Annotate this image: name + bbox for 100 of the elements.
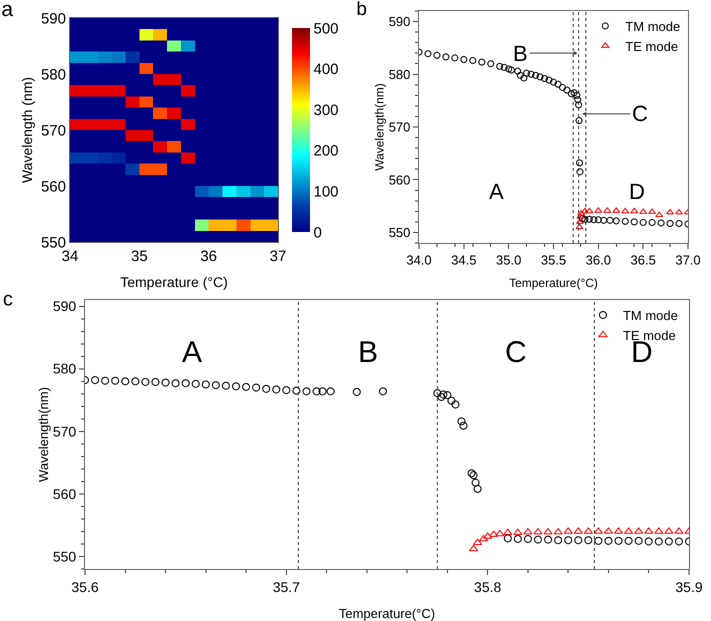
point: [474, 484, 482, 493]
point: [574, 527, 583, 534]
point: [578, 215, 586, 222]
point: [624, 527, 634, 534]
color-bar-label: 200: [314, 142, 339, 160]
annotation: B: [358, 336, 378, 369]
point: [604, 527, 614, 534]
point: [621, 208, 630, 214]
point: [212, 381, 220, 390]
point: [433, 52, 440, 59]
point: [514, 534, 522, 543]
point: [468, 469, 476, 478]
point: [600, 216, 608, 224]
point: [594, 207, 602, 213]
point: [573, 92, 580, 99]
point: [478, 58, 486, 66]
point: [584, 527, 593, 534]
y-tick-label: 560: [40, 178, 66, 196]
annotation: C: [632, 101, 648, 126]
legend-label: TE mode: [625, 38, 678, 54]
y-tick-label: 550: [52, 548, 76, 564]
point: [614, 536, 623, 545]
y-tick-label: 570: [40, 122, 66, 140]
point: [433, 389, 442, 398]
point: [664, 527, 674, 534]
point: [581, 216, 588, 223]
annotation: A: [489, 179, 504, 204]
point: [575, 101, 582, 108]
y-tick-label: 580: [40, 66, 66, 84]
x-tick-label: 35.6: [71, 578, 99, 595]
y-tick-label: 590: [52, 298, 76, 314]
point: [666, 220, 674, 227]
x-tick-label: 35.9: [675, 578, 703, 595]
point: [658, 219, 665, 226]
point: [622, 218, 629, 225]
point: [101, 376, 110, 385]
y-tick-label: 560: [388, 172, 410, 188]
color-bar-label: 500: [314, 20, 339, 38]
point: [451, 54, 458, 62]
point: [576, 117, 583, 124]
point: [318, 387, 327, 396]
point: [674, 537, 683, 546]
y-tick-label: 570: [388, 120, 410, 135]
annotation: B: [513, 41, 528, 66]
point: [182, 379, 190, 388]
point: [141, 378, 150, 386]
x-tick-label: 35.8: [474, 578, 502, 595]
point: [674, 527, 684, 534]
point: [121, 377, 130, 386]
point: [576, 159, 583, 166]
point: [252, 384, 260, 392]
point: [352, 388, 361, 396]
x-axis-title: Temperature (°C): [120, 274, 228, 290]
point: [487, 60, 494, 68]
point: [675, 208, 683, 214]
point: [523, 70, 530, 77]
point: [604, 536, 612, 545]
point: [624, 536, 633, 545]
point: [520, 74, 528, 82]
point: [630, 208, 638, 214]
point: [516, 72, 524, 79]
point: [536, 73, 544, 80]
point: [666, 208, 674, 214]
y-axis-title: Wavelength(nm): [372, 83, 387, 171]
color-bar-label: 100: [314, 183, 339, 200]
point: [534, 536, 542, 544]
point: [457, 417, 466, 426]
chart-title: b: [356, 0, 367, 20]
point: [532, 72, 540, 79]
point: [576, 213, 584, 219]
point: [614, 527, 624, 534]
legend-label: TM mode: [622, 308, 678, 324]
point: [640, 218, 647, 226]
point: [483, 532, 492, 539]
point: [655, 212, 664, 218]
x-tick-label: 37.0: [675, 252, 701, 268]
point: [594, 536, 602, 545]
color-bar-label: 400: [314, 61, 339, 78]
point: [630, 218, 638, 226]
point: [272, 385, 280, 394]
point: [424, 50, 432, 58]
y-tick-label: 570: [52, 423, 76, 440]
point: [603, 207, 612, 213]
x-tick-label: 35: [130, 248, 148, 265]
point: [460, 56, 468, 64]
x-axis-title: Temperature(°C): [338, 606, 436, 621]
point: [528, 70, 535, 78]
point: [479, 534, 488, 542]
chart-title: a: [1, 0, 14, 22]
legend-label: TM mode: [625, 19, 680, 34]
x-tick-label: 35.7: [272, 578, 300, 595]
point: [524, 534, 532, 543]
point: [131, 377, 140, 386]
color-bar-label: 0: [314, 224, 322, 242]
point: [584, 536, 592, 544]
point: [585, 208, 594, 214]
point: [504, 534, 512, 542]
point: [580, 208, 589, 214]
point: [594, 216, 602, 224]
y-tick-label: 560: [52, 486, 76, 502]
